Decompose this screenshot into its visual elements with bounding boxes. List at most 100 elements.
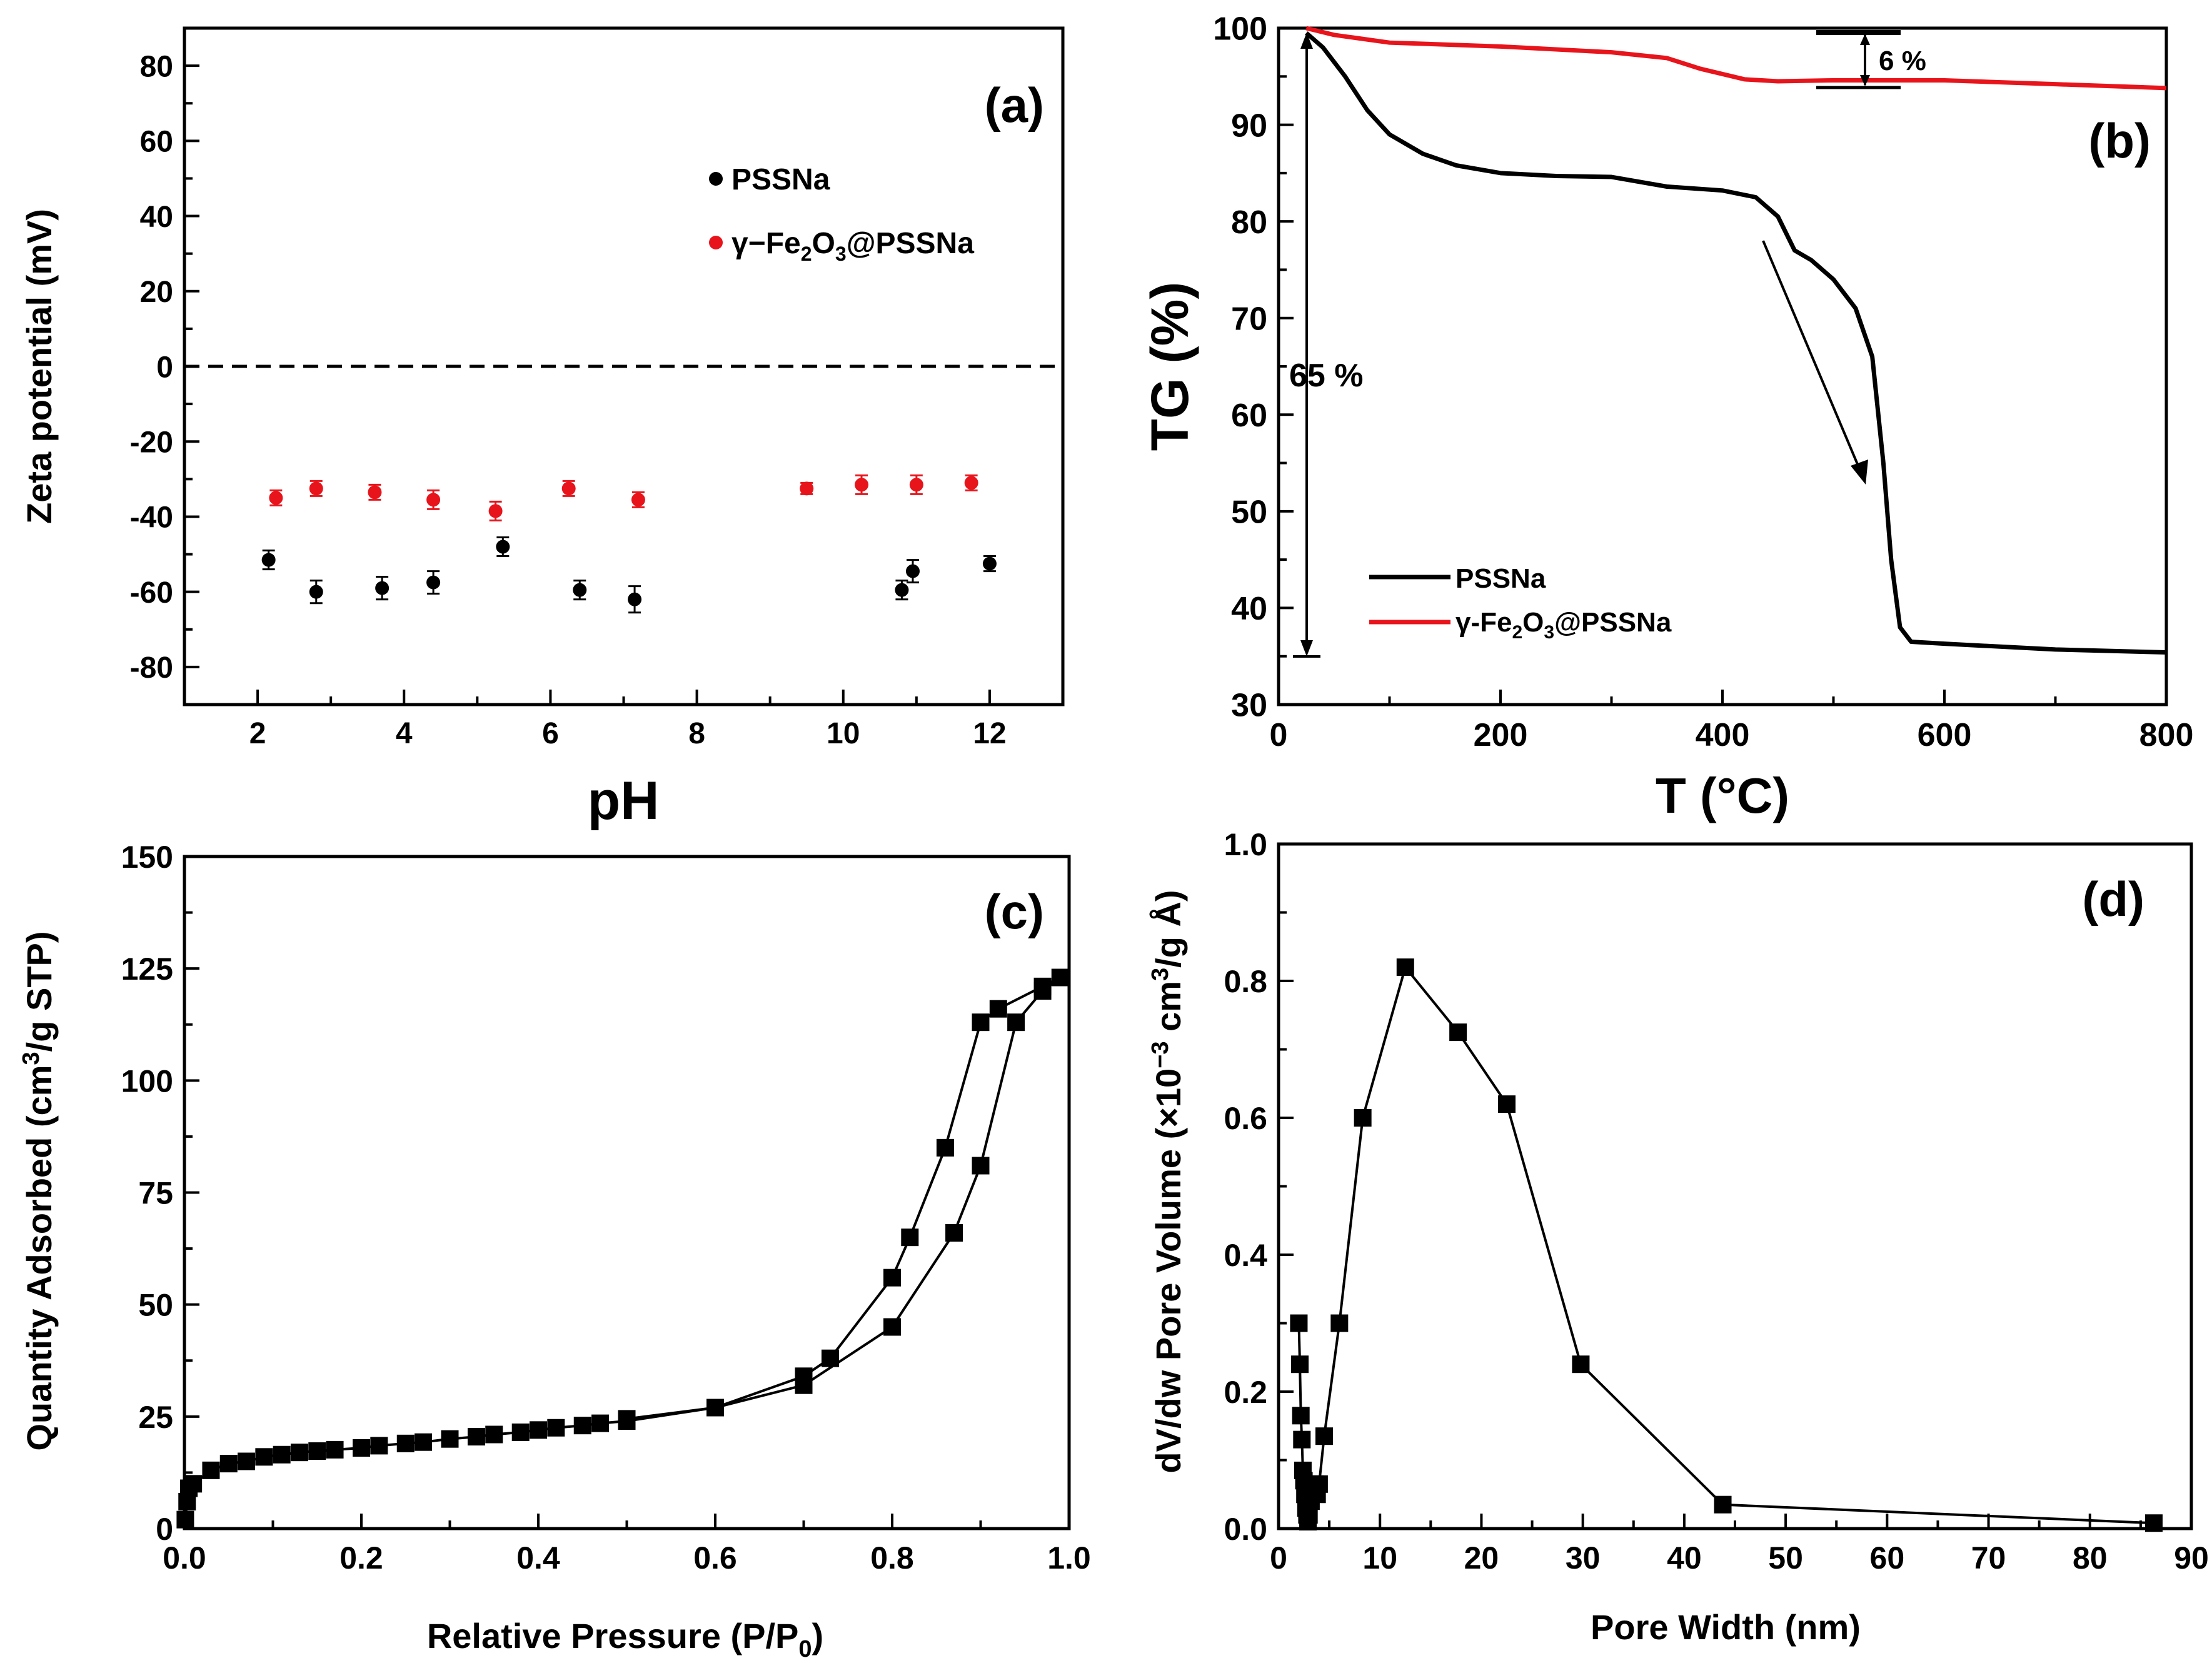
y-tick-label: -20 <box>130 426 173 460</box>
x-axis-title-c: Relative Pressure (P/P0) <box>427 1616 823 1662</box>
adsorption-point <box>467 1428 485 1446</box>
y-tick-label: -40 <box>130 501 173 535</box>
y-tick-label: 50 <box>1231 495 1267 531</box>
data-point-pssna <box>895 583 909 597</box>
data-point-fe2o3-pssna <box>909 478 923 492</box>
y-tick-label: 0.2 <box>1224 1375 1267 1410</box>
y-tick-label: 30 <box>1231 688 1267 724</box>
y-tick-label: 0.0 <box>1224 1512 1267 1547</box>
x-tick-label: 20 <box>1464 1540 1499 1575</box>
data-point-pssna <box>905 564 920 578</box>
y-tick-label: 90 <box>1231 108 1267 144</box>
x-tick-label: 800 <box>2139 717 2194 753</box>
y-tick-label: 25 <box>138 1400 173 1435</box>
adsorption-point <box>255 1448 273 1466</box>
data-point-fe2o3-pssna <box>561 481 576 496</box>
data-point-pssna <box>628 592 642 606</box>
x-tick-label: 10 <box>1362 1540 1397 1575</box>
adsorption-point <box>511 1423 530 1441</box>
pore-distribution-point <box>1290 1314 1308 1332</box>
data-point-pssna <box>573 583 587 597</box>
decomposition-arrow <box>1762 240 1861 471</box>
data-point-fe2o3-pssna <box>964 476 978 490</box>
data-point-fe2o3-pssna <box>309 481 323 496</box>
x-tick-label: 0 <box>1270 1540 1287 1575</box>
adsorption-point <box>573 1417 591 1435</box>
adsorption-point <box>396 1434 415 1452</box>
y-tick-label: 1.0 <box>1224 827 1267 862</box>
annotation-6-percent: 6 % <box>1879 46 1926 76</box>
x-tick-label: 200 <box>1474 717 1528 753</box>
y-tick-label: 50 <box>138 1288 173 1323</box>
y-axis-title-d: dV/dw Pore Volume (×10−3 cm3/g Å) <box>1147 890 1188 1473</box>
adsorption-point <box>1007 1013 1025 1032</box>
y-tick-label: 0.8 <box>1224 964 1267 999</box>
pore-distribution-point <box>1291 1355 1309 1374</box>
desorption-point <box>706 1399 724 1417</box>
x-tick-label: 12 <box>973 717 1006 750</box>
x-tick-label: 6 <box>542 717 559 750</box>
axis-ticks-b: 0 200 400 600 800 100 90 80 70 60 50 40 30 <box>1213 11 2193 753</box>
y-tick-label: 0 <box>156 351 173 384</box>
adsorption-point <box>370 1437 388 1455</box>
panel-label-a: (a) <box>985 78 1044 133</box>
adsorption-point <box>202 1461 220 1479</box>
adsorption-point <box>326 1440 344 1459</box>
y-tick-label: 0 <box>156 1512 173 1547</box>
desorption-point <box>1033 977 1052 995</box>
data-point-fe2o3-pssna <box>426 493 441 507</box>
x-tick-label: 0.2 <box>339 1540 383 1575</box>
data-point-fe2o3-pssna <box>488 504 503 518</box>
x-tick-label: 80 <box>2073 1540 2108 1575</box>
panel-c: 0.0 0.2 0.4 0.6 0.8 1.0 150 125 100 75 50 25 0 (c) R… <box>18 840 1091 1662</box>
adsorption-point <box>308 1442 326 1460</box>
x-tick-label: 50 <box>1768 1540 1803 1575</box>
x-tick-label: 90 <box>2174 1540 2209 1575</box>
pore-distribution-point <box>1449 1023 1467 1042</box>
adsorption-point <box>219 1455 238 1473</box>
pore-distribution-point <box>1498 1095 1516 1113</box>
adsorption-point <box>184 1475 203 1493</box>
data-point-pssna <box>982 556 997 571</box>
desorption-point <box>1051 968 1069 987</box>
pore-distribution-point <box>1714 1495 1732 1514</box>
data-point-fe2o3-pssna <box>269 491 283 505</box>
y-tick-label: 0.4 <box>1224 1238 1267 1273</box>
y-tick-label: 60 <box>1231 398 1267 434</box>
plot-frame-b <box>1277 26 2168 706</box>
legend-label-fe2o3-pssna: γ−Fe2O3@PSSNa <box>731 227 974 265</box>
x-axis-title-b: T (°C) <box>1656 768 1789 823</box>
x-tick-label: 0 <box>1270 717 1288 753</box>
panel-d: 0 10 20 30 40 50 60 70 80 90 1.0 0.8 0.6 0.4 0.2 0.0 (d… <box>1147 827 2209 1647</box>
x-tick-label: 70 <box>1971 1540 2006 1575</box>
adsorption-point <box>176 1510 194 1529</box>
y-tick-label: 75 <box>138 1176 173 1211</box>
adsorption-point <box>945 1224 963 1242</box>
panel-label-c: (c) <box>985 884 1044 939</box>
desorption-point <box>972 1013 990 1032</box>
y-tick-label: 70 <box>1231 301 1267 337</box>
x-tick-label: 600 <box>1918 717 1972 753</box>
tg-curve-fe2o3-pssna <box>1305 26 2167 91</box>
x-tick-label: 2 <box>249 717 266 750</box>
desorption-point <box>795 1367 813 1385</box>
desorption-point <box>901 1228 919 1247</box>
desorption-point <box>821 1349 839 1367</box>
x-tick-label: 8 <box>688 717 705 750</box>
adsorption-point <box>972 1157 990 1175</box>
data-point-fe2o3-pssna <box>800 481 814 496</box>
x-tick-label: 0.6 <box>693 1540 737 1575</box>
desorption-line <box>626 976 1061 1420</box>
x-tick-label: 4 <box>396 717 413 750</box>
adsorption-point <box>290 1444 308 1462</box>
annotation-65-arrowhead-bottom <box>1300 640 1313 656</box>
x-tick-label: 60 <box>1870 1540 1905 1575</box>
data-point-fe2o3-pssna <box>631 493 645 507</box>
adsorption-point <box>415 1433 433 1451</box>
x-tick-label: 40 <box>1667 1540 1702 1575</box>
pore-distribution-point <box>1292 1407 1310 1425</box>
panel-label-b: (b) <box>2088 113 2151 168</box>
y-tick-label: -60 <box>130 576 173 610</box>
decomposition-arrowhead <box>1851 460 1868 485</box>
